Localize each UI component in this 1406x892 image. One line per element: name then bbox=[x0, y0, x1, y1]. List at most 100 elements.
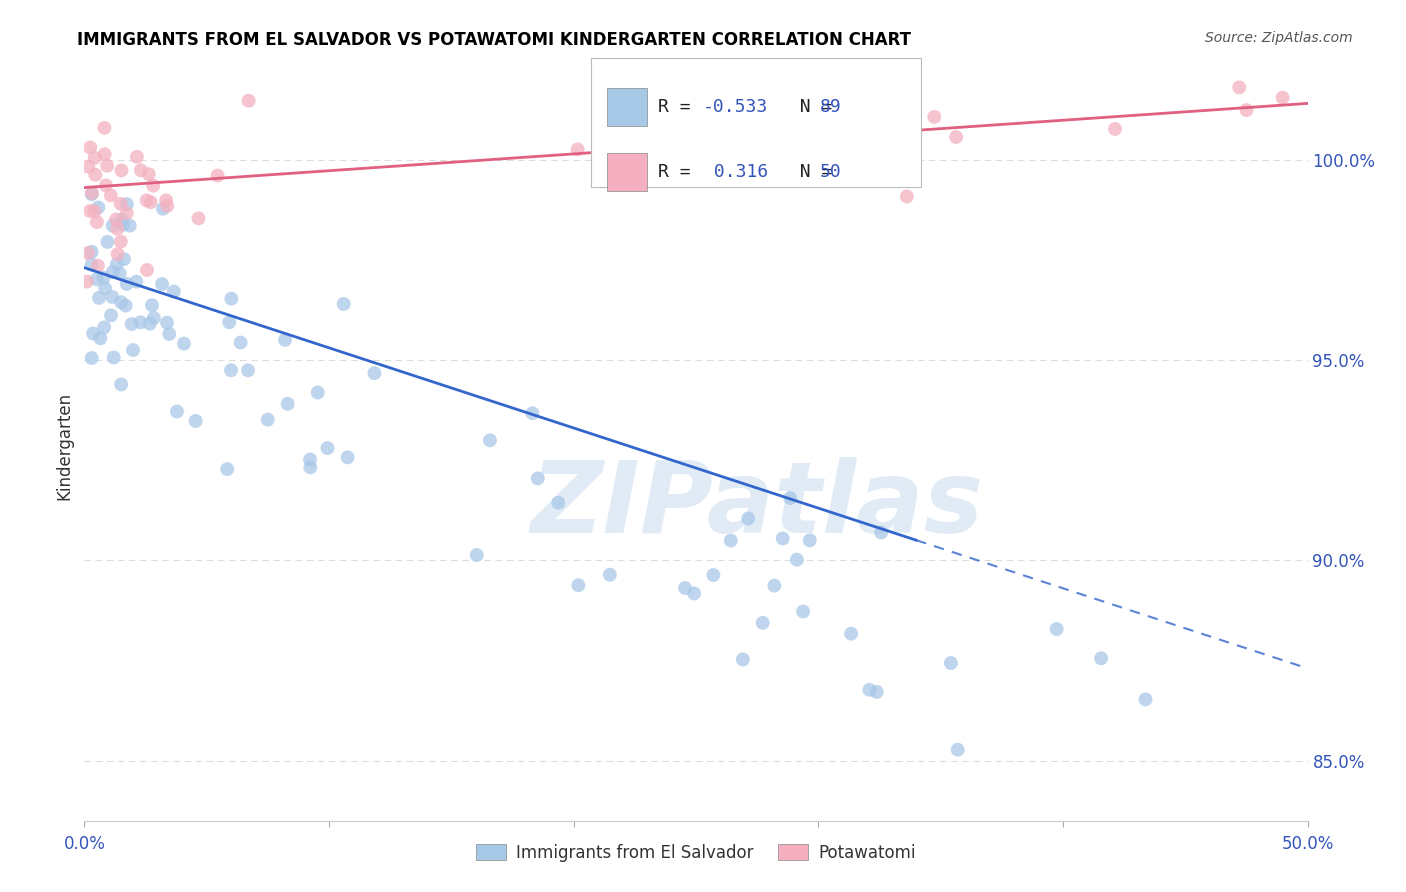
Point bbox=[107, 247, 129, 261]
Point bbox=[125, 275, 148, 289]
Point bbox=[478, 434, 501, 448]
Point bbox=[77, 246, 100, 260]
Point bbox=[108, 267, 131, 281]
Point bbox=[1090, 651, 1112, 665]
Point bbox=[80, 351, 103, 365]
Point bbox=[100, 309, 122, 323]
Point bbox=[101, 265, 124, 279]
Point bbox=[152, 202, 174, 216]
Point bbox=[218, 315, 240, 329]
Point bbox=[751, 615, 773, 630]
Point bbox=[100, 188, 122, 202]
Point bbox=[93, 270, 115, 285]
Point bbox=[110, 163, 132, 178]
Point bbox=[772, 532, 794, 546]
Point bbox=[96, 235, 118, 249]
Point bbox=[150, 277, 173, 291]
Point bbox=[82, 326, 104, 341]
Point bbox=[946, 742, 969, 756]
Point bbox=[139, 317, 162, 331]
Text: Source: ZipAtlas.com: Source: ZipAtlas.com bbox=[1205, 31, 1353, 45]
Point bbox=[1046, 622, 1069, 636]
Point bbox=[101, 290, 124, 304]
Point bbox=[332, 297, 354, 311]
Point bbox=[299, 460, 322, 475]
Point bbox=[89, 331, 111, 345]
Point bbox=[129, 315, 152, 329]
Point bbox=[84, 168, 107, 182]
Point bbox=[105, 212, 128, 227]
Point bbox=[277, 397, 299, 411]
Text: 89: 89 bbox=[820, 98, 841, 116]
Text: -0.533: -0.533 bbox=[703, 98, 768, 116]
Point bbox=[336, 450, 359, 465]
Point bbox=[1104, 122, 1126, 136]
Point bbox=[142, 310, 165, 325]
Point bbox=[567, 578, 589, 592]
Point bbox=[115, 277, 138, 291]
Point bbox=[96, 159, 118, 173]
Point bbox=[1227, 80, 1250, 95]
Point bbox=[79, 204, 101, 219]
Text: R =: R = bbox=[658, 163, 702, 181]
Point bbox=[80, 187, 103, 202]
Point bbox=[627, 128, 650, 143]
Point bbox=[141, 298, 163, 312]
Point bbox=[363, 366, 385, 380]
Point bbox=[527, 471, 550, 485]
Point bbox=[858, 682, 880, 697]
Point bbox=[779, 491, 801, 505]
Point bbox=[731, 652, 754, 666]
Point bbox=[79, 140, 101, 154]
Point bbox=[80, 244, 103, 259]
Text: 50: 50 bbox=[820, 163, 841, 181]
Point bbox=[1236, 103, 1258, 117]
Point bbox=[866, 685, 889, 699]
Point bbox=[547, 496, 569, 510]
Point bbox=[647, 116, 669, 130]
Point bbox=[83, 204, 105, 219]
Point bbox=[76, 275, 98, 289]
Point bbox=[103, 351, 125, 365]
Point bbox=[187, 211, 209, 226]
Point bbox=[307, 385, 329, 400]
Text: R =: R = bbox=[658, 98, 702, 116]
Point bbox=[1135, 692, 1157, 706]
Point bbox=[111, 212, 134, 227]
Point bbox=[94, 178, 117, 193]
Text: N =: N = bbox=[778, 163, 842, 181]
Point bbox=[714, 132, 737, 146]
Point bbox=[596, 153, 619, 168]
Point bbox=[567, 142, 589, 156]
Point bbox=[93, 120, 115, 135]
Point bbox=[139, 195, 162, 210]
Y-axis label: Kindergarten: Kindergarten bbox=[55, 392, 73, 500]
Point bbox=[111, 218, 134, 232]
Point bbox=[110, 196, 132, 211]
Text: IMMIGRANTS FROM EL SALVADOR VS POTAWATOMI KINDERGARTEN CORRELATION CHART: IMMIGRANTS FROM EL SALVADOR VS POTAWATOM… bbox=[77, 31, 911, 49]
Point bbox=[274, 333, 297, 347]
Point bbox=[945, 130, 967, 145]
Legend: Immigrants from El Salvador, Potawatomi: Immigrants from El Salvador, Potawatomi bbox=[470, 838, 922, 869]
Point bbox=[522, 406, 544, 420]
Point bbox=[115, 197, 138, 211]
Point bbox=[110, 235, 132, 249]
Point bbox=[110, 377, 132, 392]
Point bbox=[163, 285, 186, 299]
Point bbox=[83, 151, 105, 165]
Point bbox=[156, 199, 179, 213]
Point bbox=[238, 94, 260, 108]
Text: 0.316: 0.316 bbox=[703, 163, 768, 181]
Point bbox=[86, 272, 108, 286]
Point bbox=[673, 581, 696, 595]
Point bbox=[129, 163, 152, 178]
Point bbox=[737, 511, 759, 525]
Point bbox=[720, 533, 742, 548]
Point bbox=[156, 316, 179, 330]
Point bbox=[219, 363, 242, 377]
Point bbox=[924, 110, 946, 124]
Point bbox=[138, 167, 160, 181]
Text: 50.0%: 50.0% bbox=[1281, 835, 1334, 853]
Point bbox=[896, 189, 918, 203]
Point bbox=[107, 221, 129, 235]
